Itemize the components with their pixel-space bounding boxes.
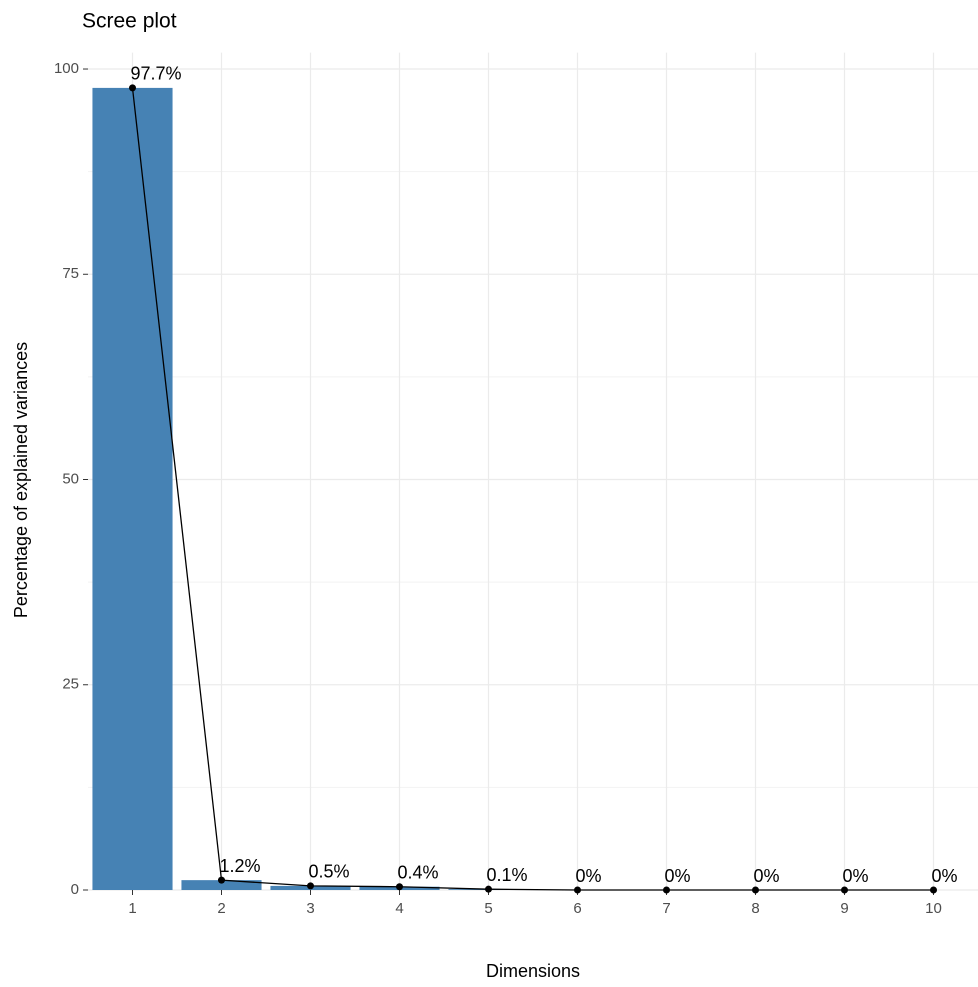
x-tick-label: 10 <box>925 900 942 917</box>
value-label: 0% <box>576 866 602 886</box>
x-tick-label: 3 <box>306 900 314 917</box>
y-tick-label: 0 <box>71 881 79 898</box>
value-label: 0.4% <box>398 862 439 882</box>
x-tick-label: 9 <box>840 900 848 917</box>
point <box>129 84 136 92</box>
point <box>396 883 403 891</box>
value-label: 0% <box>932 866 958 886</box>
point <box>485 885 492 893</box>
point <box>752 886 759 894</box>
bar <box>181 880 262 890</box>
value-label: 97.7% <box>131 64 182 84</box>
x-tick-label: 6 <box>573 900 581 917</box>
value-label: 0% <box>754 866 780 886</box>
y-tick-label: 25 <box>62 676 79 693</box>
point <box>930 886 937 894</box>
line <box>131 87 934 891</box>
value-label: 0.5% <box>309 862 350 882</box>
x-tick-label: 2 <box>217 900 225 917</box>
value-label: 0% <box>843 866 869 886</box>
bar <box>92 87 173 890</box>
y-tick-label: 75 <box>62 265 79 282</box>
point <box>218 876 225 884</box>
point <box>663 886 670 894</box>
point <box>841 886 848 894</box>
x-tick-label: 5 <box>484 900 492 917</box>
x-tick-label: 7 <box>662 900 670 917</box>
x-tick-label: 1 <box>128 900 136 917</box>
x-tick-label: 8 <box>751 900 759 917</box>
y-axis-label: Percentage of explained variances <box>11 342 31 618</box>
y-tick-label: 50 <box>62 470 79 487</box>
point <box>574 886 581 894</box>
x-axis-label: Dimensions <box>486 961 580 981</box>
value-label: 0% <box>665 866 691 886</box>
x-tick-label: 4 <box>395 900 403 917</box>
value-label: 1.2% <box>220 856 261 876</box>
value-label: 0.1% <box>487 865 528 885</box>
point <box>307 882 314 890</box>
chart-title: Scree plot <box>82 10 177 33</box>
y-tick-label: 100 <box>54 60 79 77</box>
